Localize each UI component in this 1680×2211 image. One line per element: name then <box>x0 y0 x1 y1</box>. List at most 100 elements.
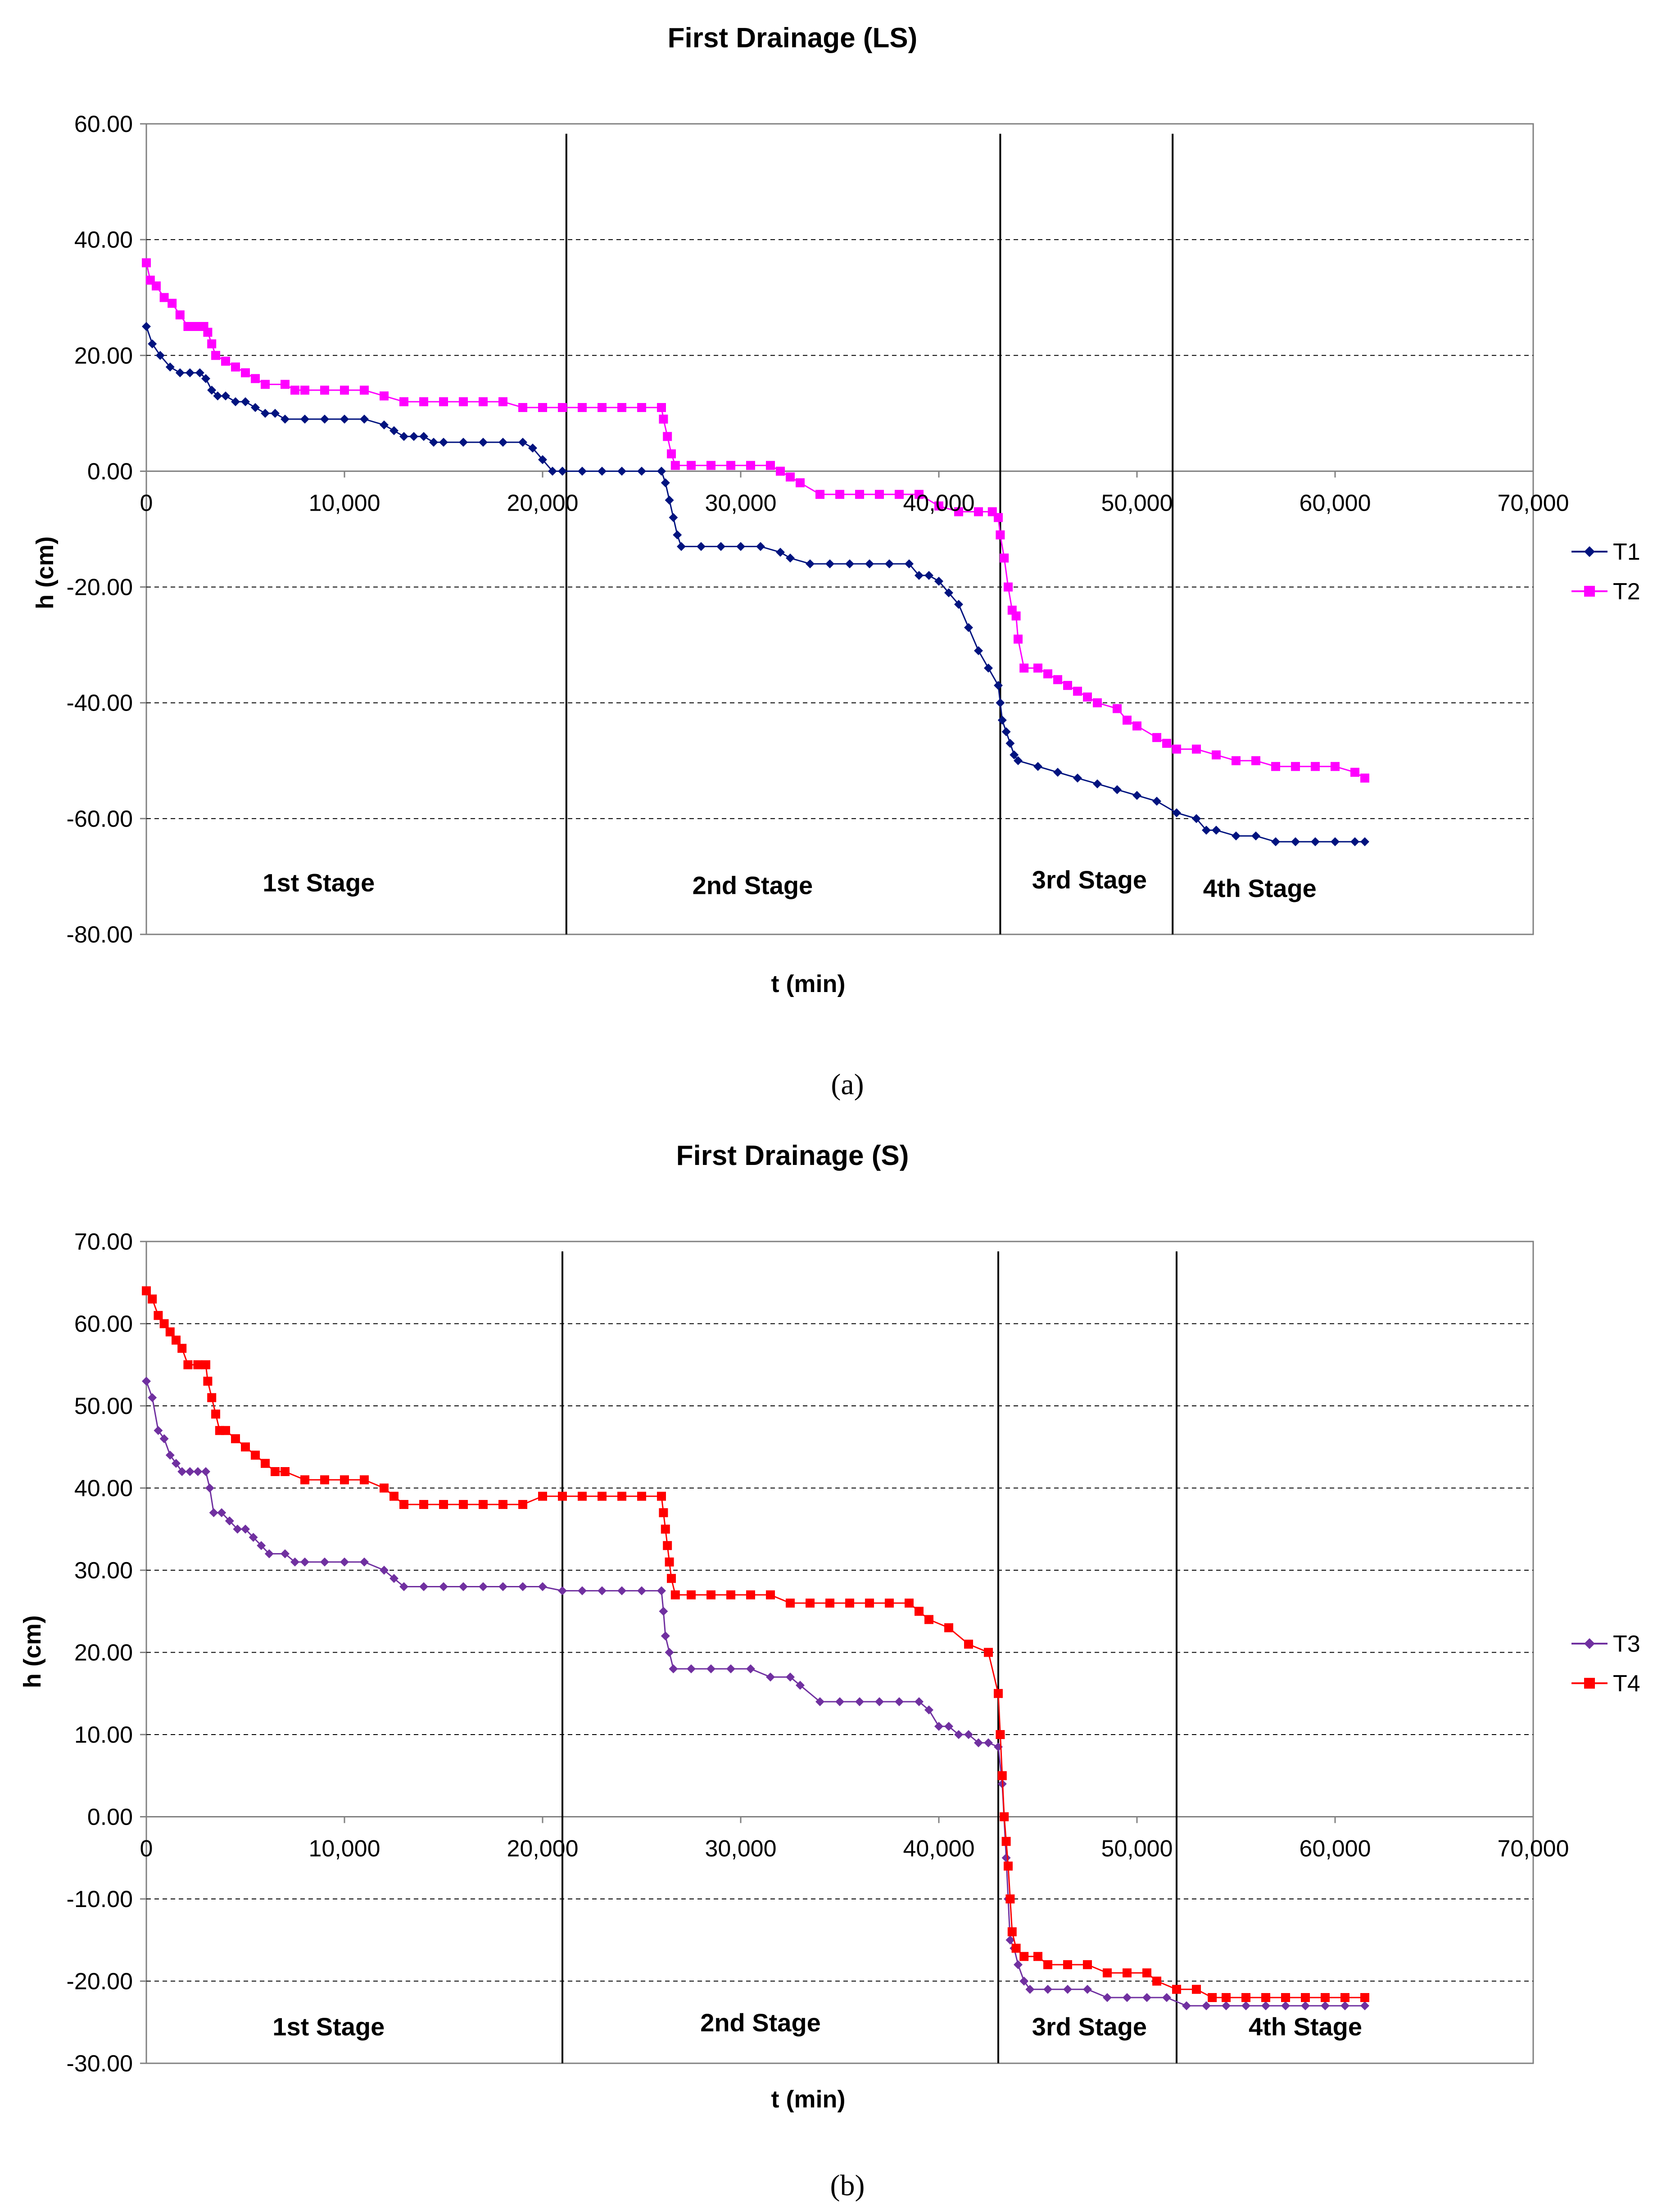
chart-a-stage-label-1: 1st Stage <box>263 868 375 897</box>
legend-label-T1: T1 <box>1613 539 1640 565</box>
chart-a-point-T2 <box>835 489 844 499</box>
chart-a-point-T1 <box>231 397 240 407</box>
legend-marker-T3 <box>1584 1638 1595 1649</box>
chart-b-point-T4 <box>994 1689 1003 1698</box>
chart-a-point-T2 <box>954 507 963 517</box>
chart-b-point-T4 <box>1000 1812 1009 1821</box>
chart-b-point-T3 <box>290 1557 299 1567</box>
chart-b-point-T3 <box>340 1557 349 1567</box>
chart-b-point-T4 <box>479 1500 488 1509</box>
chart-a-point-T2 <box>1350 768 1359 777</box>
chart-b-stage-label-2: 2nd Stage <box>700 2008 821 2037</box>
chart-a-point-T2 <box>1014 634 1023 644</box>
chart-b-point-T4 <box>1123 1968 1132 1978</box>
chart-a-point-T2 <box>766 461 775 470</box>
chart-a-point-T2 <box>1113 704 1122 713</box>
chart-a-point-T2 <box>1004 582 1013 592</box>
chart-b-point-T4 <box>177 1344 187 1353</box>
chart-b-point-T4 <box>1241 1993 1250 2002</box>
chart-a-point-T1 <box>1232 831 1241 841</box>
chart-b-legend: T3 T4 <box>1571 1631 1640 1697</box>
legend-marker-T4 <box>1584 1678 1595 1689</box>
chart-a-point-T1 <box>944 588 953 598</box>
chart-b-point-T4 <box>637 1491 646 1501</box>
chart-a-y-tick-label: -80.00 <box>67 922 133 948</box>
chart-a-point-T1 <box>439 438 448 447</box>
chart-b-point-T3 <box>165 1450 175 1460</box>
chart-a-point-T2 <box>667 449 676 458</box>
chart-b-y-tick-label: 0.00 <box>87 1804 133 1830</box>
chart-b-point-T3 <box>1340 2001 1349 2011</box>
chart-b-point-T4 <box>964 1640 973 1649</box>
chart-a-point-T2 <box>1271 762 1280 771</box>
legend-label-T4: T4 <box>1613 1671 1640 1697</box>
chart-b-y-tick-label: 40.00 <box>74 1476 133 1502</box>
chart-b-stage-label-1: 1st Stage <box>272 2012 385 2041</box>
chart-b-point-T4 <box>1019 1952 1029 1961</box>
chart-a-point-T1 <box>429 438 438 447</box>
chart-a-point-T2 <box>183 322 193 331</box>
chart-b-point-T4 <box>885 1599 894 1608</box>
chart-b-x-tick-label: 0 <box>140 1836 153 1862</box>
chart-a-point-T2 <box>1019 663 1029 673</box>
chart-a-point-T1 <box>677 542 686 551</box>
chart-a-point-T1 <box>221 391 230 401</box>
chart-b-point-T4 <box>617 1491 626 1501</box>
chart-b-point-T3 <box>281 1549 290 1559</box>
chart-a-x-tick-label: 70,000 <box>1497 490 1569 516</box>
chart-b-point-T4 <box>726 1590 735 1599</box>
chart-b-point-T4 <box>825 1599 834 1608</box>
chart-b-y-tick-label: -30.00 <box>67 2051 133 2077</box>
chart-a-point-T1 <box>825 559 834 569</box>
chart-a-point-T1 <box>954 600 963 609</box>
chart-a-x-tick-label: 10,000 <box>308 490 380 516</box>
chart-b-point-T3 <box>1103 1993 1112 2002</box>
chart-a-point-T2 <box>1360 773 1369 783</box>
chart-a-point-T1 <box>241 397 250 407</box>
chart-a-point-T2 <box>934 501 943 511</box>
chart-a-point-T2 <box>687 461 696 470</box>
chart-b-point-T3 <box>1182 2001 1191 2011</box>
chart-b-point-T4 <box>1340 1993 1349 2002</box>
chart-a-point-T1 <box>518 438 527 447</box>
chart-b-point-T4 <box>1261 1993 1270 2002</box>
chart-a-y-tick-label: -40.00 <box>67 690 133 716</box>
chart-b-point-T4 <box>518 1500 527 1509</box>
chart-a-point-T1 <box>996 698 1005 707</box>
chart-a-point-T2 <box>300 385 309 395</box>
chart-b-point-T4 <box>1063 1960 1072 1969</box>
chart-b-point-T3 <box>617 1586 626 1595</box>
chart-a-point-T1 <box>300 414 309 424</box>
chart-b-x-axis-label: t (min) <box>771 2086 846 2113</box>
chart-b-point-T3 <box>209 1508 218 1518</box>
chart-a-point-T1 <box>1192 814 1201 823</box>
chart-a-point-T2 <box>1232 756 1241 766</box>
chart-a-point-T1 <box>360 414 369 424</box>
chart-a-point-T1 <box>195 368 204 377</box>
chart-a-point-T2 <box>211 351 220 360</box>
chart-a-point-T1 <box>1053 768 1062 777</box>
chart-a-x-tick-label: 20,000 <box>507 490 578 516</box>
chart-b-point-T4 <box>905 1599 914 1608</box>
chart-b-point-T3 <box>984 1738 993 1748</box>
chart-a-point-T1 <box>736 542 745 551</box>
chart-b-point-T3 <box>1301 2001 1310 2011</box>
chart-b-point-T3 <box>657 1586 666 1595</box>
chart-a-point-T2 <box>419 397 428 407</box>
chart-a-series-T1 <box>142 322 1369 847</box>
chart-b-point-T4 <box>142 1286 151 1296</box>
chart-a-point-T1 <box>697 542 706 551</box>
chart-a-point-T2 <box>241 368 250 377</box>
chart-a-point-T1 <box>1311 837 1320 847</box>
chart-a-point-T2 <box>159 293 169 302</box>
legend-label-T2: T2 <box>1613 579 1640 605</box>
chart-a-point-T1 <box>865 559 874 569</box>
chart-a-point-T2 <box>776 467 785 476</box>
chart-a-stage-label-3: 3rd Stage <box>1032 865 1147 894</box>
chart-a-point-T1 <box>756 542 765 551</box>
chart-b-point-T3 <box>241 1524 250 1534</box>
chart-b-point-T4 <box>231 1434 240 1443</box>
chart-a-point-T1 <box>165 362 175 372</box>
chart-b-point-T3 <box>1241 2001 1250 2011</box>
chart-a-point-T1 <box>538 455 547 464</box>
